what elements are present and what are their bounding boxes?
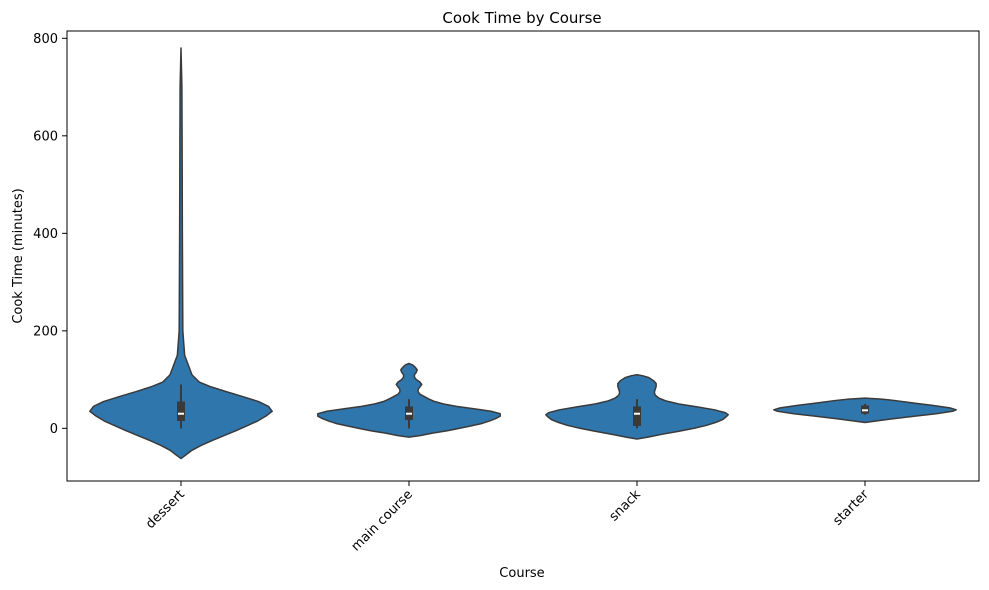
x-tick-label: dessert [143,487,188,532]
y-tick-label: 200 [33,324,58,339]
violin-iqr-box [633,406,641,426]
chart-title: Cook Time by Course [442,9,601,27]
violin-iqr-box [177,401,185,422]
x-axis: dessert main course snack starter [143,481,872,554]
plot-frame [66,30,980,482]
violin-dessert [89,47,273,460]
x-axis-title: Course [499,566,544,581]
y-tick-label: 600 [33,129,58,144]
violins-group [89,47,957,460]
y-tick-label: 0 [50,422,58,437]
x-tick-label: main course [349,487,416,554]
y-tick-label: 400 [33,227,58,242]
x-tick-label: starter [830,487,872,529]
y-axis-title: Cook Time (minutes) [11,188,26,323]
y-tick-label: 800 [33,32,58,47]
y-axis: 0 200 400 600 800 [33,32,67,437]
x-tick-label: snack [607,487,645,525]
